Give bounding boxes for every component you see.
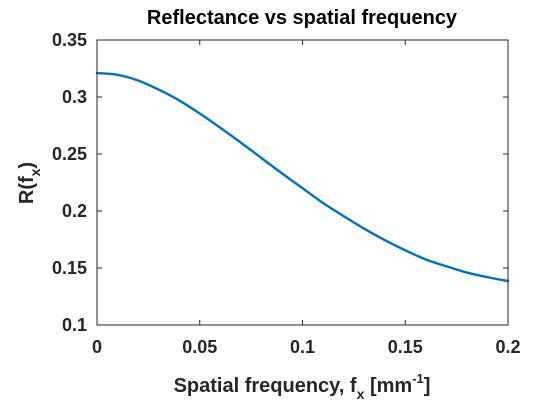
y-axis-label-suffix: ) (16, 162, 38, 169)
x-axis-label-subscript: x (357, 386, 365, 402)
label-layer: Reflectance vs spatial frequency Spatial… (16, 7, 458, 402)
x-axis-label-suffix: ] (424, 375, 431, 397)
y-tick-label: 0.35 (52, 30, 87, 50)
x-axis-label-prefix: Spatial frequency, f (174, 375, 357, 397)
x-axis-label-middle: [mm (364, 375, 412, 397)
y-tick-label: 0.3 (62, 87, 87, 107)
x-tick-label: 0.05 (182, 337, 217, 357)
series-layer (95, 71, 510, 283)
axes-box (96, 39, 509, 326)
chart-title: Reflectance vs spatial frequency (147, 7, 458, 29)
plot-area (97, 40, 508, 325)
y-axis-label: R(fx) (16, 162, 43, 204)
y-axis-label-subscript: x (27, 168, 43, 176)
tick-layer: 0 0.05 0.1 0.15 0.2 0.1 0.15 0.2 0.25 0.3 0.35 (52, 30, 521, 357)
y-axis-label-prefix: R(f (16, 176, 38, 204)
x-axis-label-superscript: -1 (412, 371, 424, 386)
y-tick-label: 0.2 (62, 201, 87, 221)
x-tick-label: 0.15 (388, 337, 423, 357)
series-line (95, 71, 510, 283)
x-axis-label: Spatial frequency, fx [mm-1] (174, 371, 431, 402)
y-tick-label: 0.1 (62, 315, 87, 335)
y-tick-label: 0.25 (52, 144, 87, 164)
y-tick-label: 0.15 (52, 258, 87, 278)
x-tick-label: 0.2 (495, 337, 520, 357)
x-tick-label: 0.1 (290, 337, 315, 357)
x-tick-label: 0 (92, 337, 102, 357)
